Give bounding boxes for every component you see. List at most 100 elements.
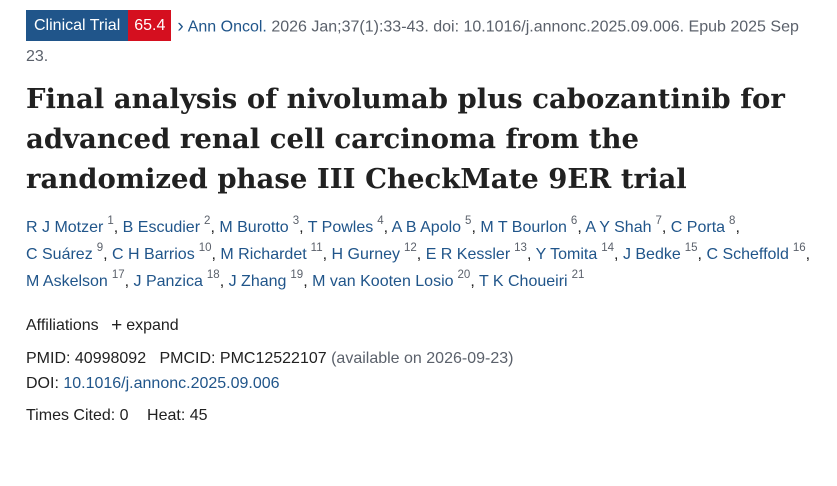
affiliation-ref[interactable]: 7 <box>655 214 662 227</box>
clinical-trial-badge[interactable]: Clinical Trial 65.4 <box>26 10 172 41</box>
affiliation-ref[interactable]: 19 <box>290 268 304 281</box>
doi-label: DOI: <box>26 375 59 392</box>
affiliation-ref[interactable]: 11 <box>310 241 323 254</box>
author-separator: , <box>124 273 130 290</box>
affiliation-ref[interactable]: 2 <box>204 214 211 227</box>
author-separator: , <box>471 219 476 236</box>
pmid-row: PMID: 40998092 PMCID: PMC12522107 (avail… <box>26 346 811 371</box>
chevron-right-icon: › <box>177 15 184 37</box>
author-link[interactable]: J Zhang <box>228 273 287 290</box>
citation-details: 2026 Jan;37(1):33-43. doi: 10.1016/j.ann… <box>26 18 799 65</box>
author-item: M T Bourlon 6, <box>480 215 582 236</box>
author-link[interactable]: J Bedke <box>622 246 681 263</box>
author-separator: , <box>211 246 216 263</box>
author-link[interactable]: H Gurney <box>331 246 400 263</box>
author-separator: , <box>661 219 667 236</box>
author-link[interactable]: T K Choueiri <box>478 273 568 290</box>
author-separator: , <box>383 219 389 236</box>
author-item: J Zhang 19, <box>228 269 308 290</box>
affiliation-ref[interactable]: 8 <box>729 214 736 227</box>
affiliations-row: Affiliations + expand <box>26 315 811 336</box>
times-cited-label: Times Cited: <box>26 407 116 424</box>
author-separator: , <box>805 246 811 263</box>
author-link[interactable]: M Burotto <box>219 219 289 236</box>
citation-line: Clinical Trial 65.4 › Ann Oncol. 2026 Jan… <box>26 10 816 70</box>
author-link[interactable]: E R Kessler <box>425 246 511 263</box>
pmcid-label: PMCID: <box>159 350 216 367</box>
author-link[interactable]: J Panzica <box>133 273 203 290</box>
author-separator: , <box>113 219 119 236</box>
author-item: C Scheffold 16, <box>706 242 811 263</box>
author-link[interactable]: A Y Shah <box>585 219 652 236</box>
affiliation-ref[interactable]: 17 <box>111 268 125 281</box>
author-link[interactable]: A B Apolo <box>391 219 462 236</box>
heat-label: Heat: <box>147 407 186 424</box>
author-separator: , <box>303 273 308 290</box>
author-link[interactable]: M van Kooten Losio <box>312 273 454 290</box>
badge-score: 65.4 <box>128 10 172 41</box>
author-separator: , <box>103 246 108 263</box>
author-item: A B Apolo 5, <box>391 215 476 236</box>
author-separator: , <box>697 246 702 263</box>
affiliation-ref[interactable]: 6 <box>570 214 578 227</box>
affiliation-ref[interactable]: 12 <box>403 241 417 254</box>
affiliation-ref[interactable]: 1 <box>107 214 114 227</box>
author-separator: , <box>210 219 215 236</box>
author-link[interactable]: C H Barrios <box>112 246 195 263</box>
author-link[interactable]: C Scheffold <box>706 246 789 263</box>
affiliation-ref[interactable]: 16 <box>792 241 806 254</box>
author-link[interactable]: Y Tomita <box>535 246 598 263</box>
author-separator: , <box>614 246 619 263</box>
author-link[interactable]: M Askelson <box>26 273 108 290</box>
heat-value: 45 <box>189 407 208 424</box>
pmcid-value: PMC12522107 <box>219 350 327 367</box>
author-link[interactable]: C Suárez <box>26 246 93 263</box>
author-item: M Burotto 3, <box>219 215 304 236</box>
affiliation-ref[interactable]: 18 <box>206 268 220 281</box>
affiliation-ref[interactable]: 3 <box>292 214 300 227</box>
author-link[interactable]: T Powles <box>307 219 374 236</box>
author-separator: , <box>577 219 582 236</box>
author-item: T Powles 4, <box>307 215 389 236</box>
affiliations-label: Affiliations <box>26 317 99 334</box>
pmcid-availability-note: (available on 2026-09-23) <box>331 350 514 367</box>
doi-link[interactable]: 10.1016/j.annonc.2025.09.006 <box>63 375 280 392</box>
author-item: C Porta 8, <box>670 215 740 236</box>
badge-type-label: Clinical Trial <box>26 10 129 41</box>
affiliation-ref[interactable]: 21 <box>571 268 585 281</box>
times-cited-value: 0 <box>119 407 129 424</box>
affiliation-ref[interactable]: 9 <box>96 241 104 254</box>
doi-row: DOI: 10.1016/j.annonc.2025.09.006 <box>26 371 811 396</box>
pmid-label: PMID: <box>26 350 71 367</box>
author-link[interactable]: M T Bourlon <box>480 219 567 236</box>
affiliations-expand-button[interactable]: + expand <box>111 316 179 336</box>
affiliation-ref[interactable]: 20 <box>457 268 471 281</box>
author-item: B Escudier 2, <box>122 215 215 236</box>
affiliation-ref[interactable]: 13 <box>514 241 527 254</box>
journal-link[interactable]: Ann Oncol. <box>187 18 267 36</box>
author-link[interactable]: B Escudier <box>122 219 201 236</box>
pmid-value: 40998092 <box>74 350 147 367</box>
author-separator: , <box>219 273 225 290</box>
author-separator: , <box>416 246 422 263</box>
affiliation-ref[interactable]: 10 <box>198 241 212 254</box>
author-list: R J Motzer 1, B Escudier 2, M Burotto 3, T … <box>26 214 816 295</box>
author-link[interactable]: C Porta <box>670 219 726 236</box>
author-separator: , <box>322 246 328 263</box>
expand-label: expand <box>126 317 179 334</box>
author-separator: , <box>526 246 532 263</box>
affiliation-ref[interactable]: 15 <box>684 241 698 254</box>
author-item: M Richardet 11, <box>220 242 328 263</box>
affiliation-ref[interactable]: 14 <box>601 241 615 254</box>
author-item: Y Tomita 14, <box>535 242 619 263</box>
author-item: M Askelson 17, <box>26 269 130 290</box>
author-item: J Panzica 18, <box>133 269 225 290</box>
affiliation-ref[interactable]: 5 <box>465 214 472 227</box>
author-link[interactable]: R J Motzer <box>26 219 104 236</box>
article-title: Final analysis of nivolumab plus cabozan… <box>26 83 785 195</box>
author-separator: , <box>299 219 304 236</box>
author-item: J Bedke 15, <box>622 242 702 263</box>
author-link[interactable]: M Richardet <box>220 246 307 263</box>
affiliation-ref[interactable]: 4 <box>377 214 384 227</box>
author-separator: , <box>735 219 740 236</box>
